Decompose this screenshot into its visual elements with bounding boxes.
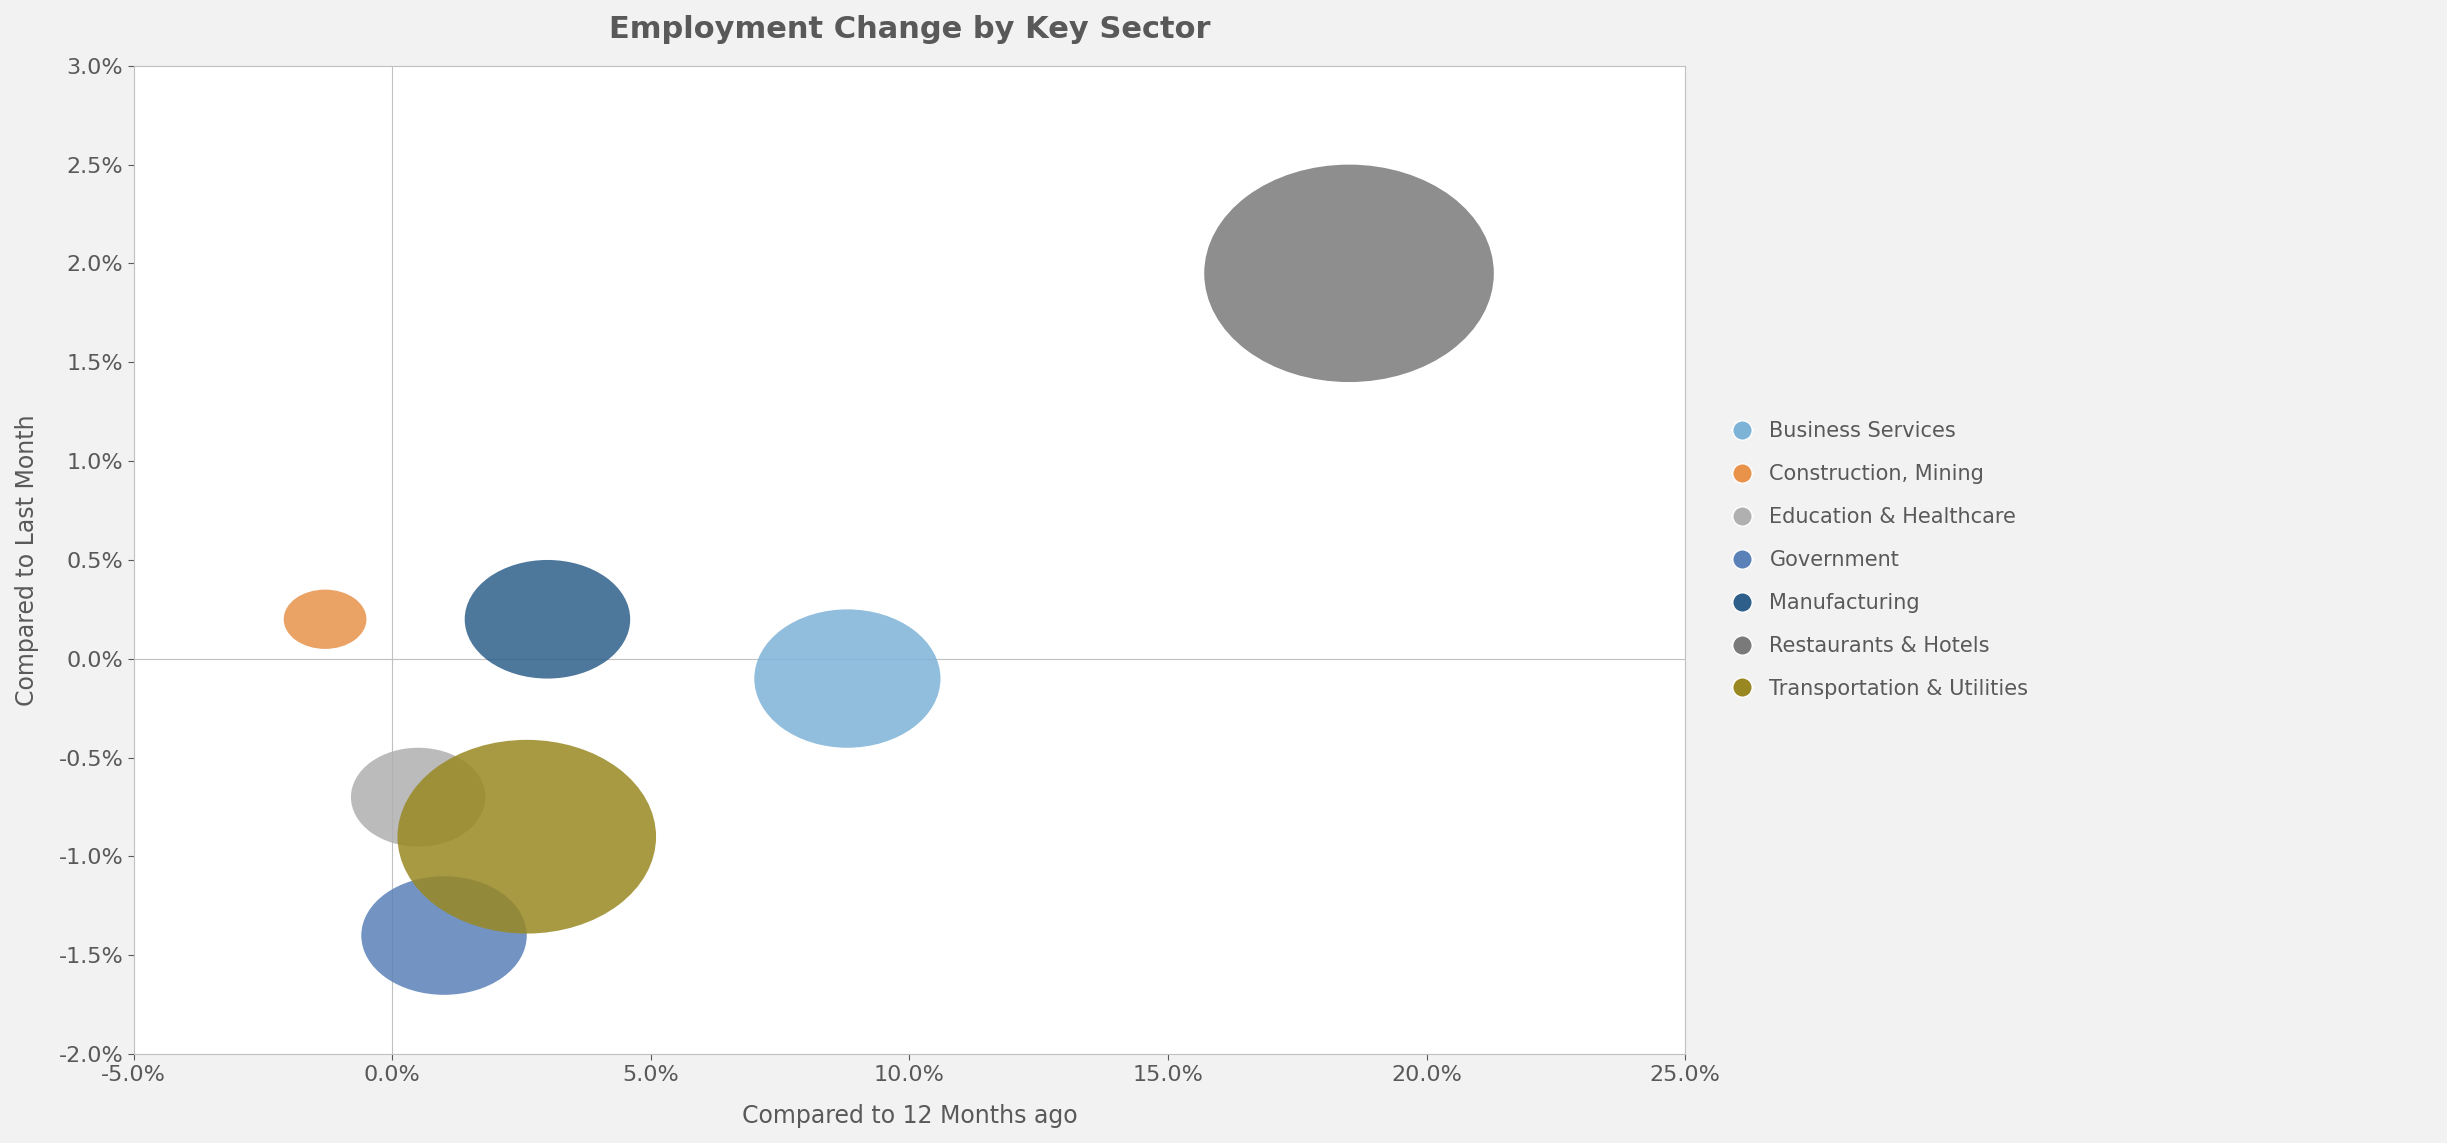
Ellipse shape: [1204, 165, 1493, 382]
Ellipse shape: [362, 877, 526, 994]
Ellipse shape: [396, 740, 656, 934]
Ellipse shape: [465, 560, 631, 679]
Ellipse shape: [350, 748, 485, 847]
Title: Employment Change by Key Sector: Employment Change by Key Sector: [609, 15, 1211, 43]
Ellipse shape: [284, 590, 367, 649]
Ellipse shape: [754, 609, 940, 748]
Y-axis label: Compared to Last Month: Compared to Last Month: [15, 414, 39, 705]
Legend: Business Services, Construction, Mining, Education & Healthcare, Government, Man: Business Services, Construction, Mining,…: [1710, 400, 2048, 720]
X-axis label: Compared to 12 Months ago: Compared to 12 Months ago: [741, 1104, 1077, 1128]
